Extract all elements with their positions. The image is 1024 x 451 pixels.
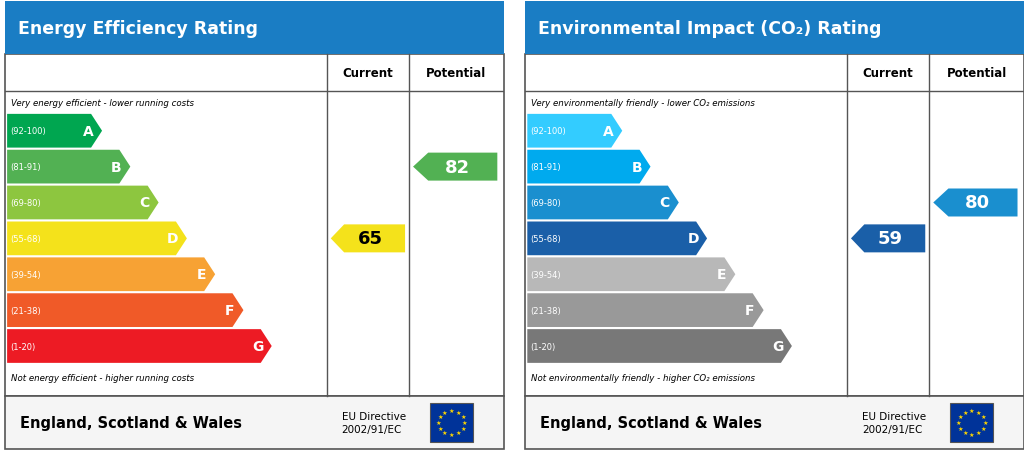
Text: F: F xyxy=(744,304,755,318)
Text: Environmental Impact (CO₂) Rating: Environmental Impact (CO₂) Rating xyxy=(538,19,882,37)
Text: ★: ★ xyxy=(460,414,466,419)
Text: 82: 82 xyxy=(444,158,470,176)
Polygon shape xyxy=(7,115,102,148)
Text: EU Directive
2002/91/EC: EU Directive 2002/91/EC xyxy=(342,411,406,434)
Text: ★: ★ xyxy=(957,426,963,431)
Text: ★: ★ xyxy=(437,414,442,419)
Text: ★: ★ xyxy=(963,410,968,414)
Text: A: A xyxy=(603,124,613,138)
Polygon shape xyxy=(7,151,130,184)
Text: Potential: Potential xyxy=(946,67,1007,80)
Text: (39-54): (39-54) xyxy=(10,270,41,279)
Polygon shape xyxy=(527,115,623,148)
Text: A: A xyxy=(83,124,93,138)
Polygon shape xyxy=(7,222,187,256)
Text: EU Directive
2002/91/EC: EU Directive 2002/91/EC xyxy=(862,411,926,434)
Bar xyxy=(5,2,504,55)
Polygon shape xyxy=(7,258,215,291)
Bar xyxy=(430,403,473,442)
Text: ★: ★ xyxy=(969,432,975,437)
Bar xyxy=(525,396,1024,449)
Text: ★: ★ xyxy=(442,410,447,414)
Text: ★: ★ xyxy=(976,410,981,414)
Bar xyxy=(5,396,504,449)
Text: Very energy efficient - lower running costs: Very energy efficient - lower running co… xyxy=(11,99,195,108)
Polygon shape xyxy=(413,153,498,181)
Text: Not environmentally friendly - higher CO₂ emissions: Not environmentally friendly - higher CO… xyxy=(531,373,756,382)
Text: (21-38): (21-38) xyxy=(10,306,41,315)
Text: Current: Current xyxy=(343,67,393,80)
Text: ★: ★ xyxy=(980,414,986,419)
Text: E: E xyxy=(717,267,726,281)
Text: 65: 65 xyxy=(357,230,382,248)
Text: (1-20): (1-20) xyxy=(10,342,36,351)
Text: (81-91): (81-91) xyxy=(10,163,41,172)
Text: G: G xyxy=(252,339,263,353)
Bar xyxy=(525,55,1024,396)
Text: Current: Current xyxy=(863,67,913,80)
Bar xyxy=(5,55,504,396)
Text: D: D xyxy=(687,232,698,246)
Text: ★: ★ xyxy=(449,408,455,413)
Polygon shape xyxy=(527,151,650,184)
Text: (69-80): (69-80) xyxy=(530,198,561,207)
Text: Very environmentally friendly - lower CO₂ emissions: Very environmentally friendly - lower CO… xyxy=(531,99,755,108)
Text: ★: ★ xyxy=(980,426,986,431)
Polygon shape xyxy=(527,258,735,291)
Text: F: F xyxy=(224,304,234,318)
Text: (55-68): (55-68) xyxy=(530,235,561,244)
Text: C: C xyxy=(659,196,670,210)
Text: ★: ★ xyxy=(955,420,962,425)
Polygon shape xyxy=(527,329,792,363)
Text: (92-100): (92-100) xyxy=(10,127,46,136)
Text: ★: ★ xyxy=(456,430,461,435)
Bar xyxy=(525,2,1024,55)
Text: B: B xyxy=(111,160,122,174)
Text: England, Scotland & Wales: England, Scotland & Wales xyxy=(541,415,762,430)
Text: (39-54): (39-54) xyxy=(530,270,561,279)
Text: ★: ★ xyxy=(437,426,442,431)
Text: ★: ★ xyxy=(957,414,963,419)
Text: ★: ★ xyxy=(969,408,975,413)
Polygon shape xyxy=(527,222,708,256)
Text: Potential: Potential xyxy=(426,67,486,80)
Text: (21-38): (21-38) xyxy=(530,306,561,315)
Polygon shape xyxy=(527,186,679,220)
Text: 80: 80 xyxy=(965,194,990,212)
Text: D: D xyxy=(167,232,178,246)
Text: ★: ★ xyxy=(982,420,988,425)
Text: ★: ★ xyxy=(460,426,466,431)
Polygon shape xyxy=(331,225,406,253)
Text: ★: ★ xyxy=(976,430,981,435)
Text: ★: ★ xyxy=(963,430,968,435)
Text: E: E xyxy=(197,267,206,281)
Text: ★: ★ xyxy=(449,432,455,437)
Text: ★: ★ xyxy=(435,420,441,425)
Polygon shape xyxy=(7,329,271,363)
Text: B: B xyxy=(631,160,642,174)
Text: ★: ★ xyxy=(462,420,468,425)
Polygon shape xyxy=(933,189,1018,217)
Text: (1-20): (1-20) xyxy=(530,342,556,351)
Bar xyxy=(950,403,993,442)
Polygon shape xyxy=(7,186,159,220)
Text: (92-100): (92-100) xyxy=(530,127,566,136)
Text: Energy Efficiency Rating: Energy Efficiency Rating xyxy=(17,19,258,37)
Text: Not energy efficient - higher running costs: Not energy efficient - higher running co… xyxy=(11,373,195,382)
Polygon shape xyxy=(851,225,926,253)
Text: G: G xyxy=(772,339,783,353)
Text: ★: ★ xyxy=(456,410,461,414)
Text: (81-91): (81-91) xyxy=(530,163,561,172)
Text: (69-80): (69-80) xyxy=(10,198,41,207)
Text: (55-68): (55-68) xyxy=(10,235,41,244)
Polygon shape xyxy=(7,294,244,327)
Text: England, Scotland & Wales: England, Scotland & Wales xyxy=(20,415,242,430)
Polygon shape xyxy=(527,294,764,327)
Text: ★: ★ xyxy=(442,430,447,435)
Text: C: C xyxy=(139,196,150,210)
Text: 59: 59 xyxy=(878,230,902,248)
